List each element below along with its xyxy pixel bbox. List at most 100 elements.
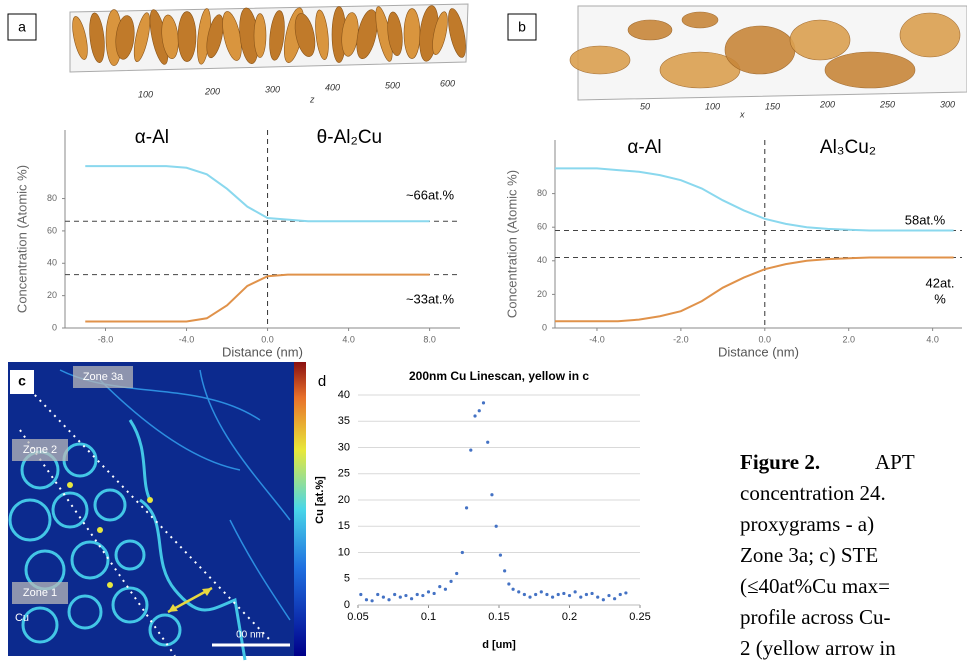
phase-label: Al₃Cu₂: [820, 137, 876, 158]
precipitate: [177, 11, 197, 62]
data-point: [432, 591, 436, 596]
x-tick-label: 0.0: [261, 334, 274, 344]
data-point: [477, 409, 481, 413]
data-point: [567, 593, 572, 598]
caption-line: Zone 3a; c) STE: [740, 543, 878, 567]
precipitate: [448, 8, 466, 58]
y-tick-label: 30: [338, 441, 350, 453]
data-point: [528, 595, 532, 599]
data-point: [601, 598, 605, 602]
annotation: %: [934, 291, 946, 306]
y-tick-label: 25: [338, 468, 350, 480]
data-point: [359, 592, 363, 597]
y-tick-label: 80: [537, 188, 547, 198]
data-point: [545, 592, 549, 597]
caption-line: (≤40at%Cu max=: [740, 574, 890, 598]
data-point: [449, 579, 453, 583]
precipitate: [899, 12, 961, 58]
caption-line: proxygrams - a): [740, 512, 874, 536]
precipitate: [387, 11, 403, 56]
image-axis-name: z: [309, 94, 315, 104]
image-axis-name: x: [739, 109, 745, 119]
data-point: [486, 440, 490, 444]
image-axis-label: 250: [879, 99, 895, 109]
image-axis-label: 100: [138, 89, 153, 99]
data-point: [556, 592, 560, 597]
x-tick-label: -4.0: [179, 334, 195, 344]
y-tick-label: 20: [537, 289, 547, 299]
x-tick-label: 4.0: [926, 334, 939, 344]
data-point: [517, 590, 521, 594]
data-point: [398, 595, 402, 599]
data-point: [624, 591, 628, 595]
data-point: [511, 587, 515, 591]
image-axis-label: 600: [440, 78, 455, 88]
zone-label: Zone 2: [23, 444, 57, 456]
y-tick-label: 60: [47, 225, 57, 235]
image-axis-label: 100: [705, 101, 720, 111]
data-point: [464, 506, 469, 510]
precipitate: [681, 11, 719, 29]
data-point: [573, 590, 577, 594]
caption-line: profile across Cu-: [740, 605, 890, 629]
y-tick-label: 0: [52, 322, 57, 332]
data-point: [596, 595, 600, 599]
y-tick-label: 80: [47, 193, 57, 203]
y-tick-label: 15: [338, 520, 350, 532]
precipitate: [89, 12, 105, 63]
y-axis-label: Concentration (Atomic %): [14, 165, 29, 313]
image-axis-label: 200: [819, 99, 835, 109]
data-point: [507, 582, 511, 586]
annotation: ~33at.%: [406, 291, 455, 306]
x-axis-label: Distance (nm): [222, 344, 303, 359]
data-point: [404, 593, 408, 598]
phase-label: α-Al: [135, 127, 169, 148]
y-axis-label: Concentration (Atomic %): [504, 170, 519, 318]
data-point: [438, 585, 442, 589]
data-point: [534, 592, 538, 597]
precipitate: [133, 12, 151, 62]
x-tick-label: 0.1: [421, 611, 436, 623]
phase-label: θ-Al₂Cu: [317, 127, 382, 148]
caption-line: concentration 24.: [740, 481, 886, 505]
data-point: [387, 598, 391, 602]
series-line: [555, 256, 954, 323]
panel-label: d: [318, 373, 326, 390]
y-tick-label: 35: [338, 415, 350, 427]
y-tick-label: 5: [344, 573, 350, 585]
data-point: [590, 591, 594, 596]
precipitate: [824, 51, 916, 89]
data-point: [503, 569, 507, 573]
data-point: [393, 592, 397, 597]
x-tick-label: 0.2: [562, 611, 577, 623]
data-point: [376, 592, 380, 597]
y-axis-label: Cu [at.%]: [314, 476, 326, 524]
precipitate: [627, 19, 673, 41]
data-point: [455, 571, 459, 576]
y-tick-label: 40: [338, 389, 350, 401]
apt-reconstruction-a: [69, 3, 469, 73]
image-axis-label: 300: [940, 99, 955, 109]
y-tick-label: 40: [47, 258, 57, 268]
panel-label: b: [518, 19, 526, 35]
data-point: [562, 591, 566, 596]
precipitate: [269, 10, 285, 61]
y-tick-label: 20: [47, 290, 57, 300]
data-point: [460, 550, 464, 555]
precipitate: [72, 16, 88, 60]
data-point: [494, 524, 498, 528]
panel-label: a: [18, 19, 26, 35]
zone-label: Zone 3a: [83, 371, 124, 383]
data-point: [364, 598, 369, 602]
x-tick-label: -8.0: [98, 334, 114, 344]
precipitate: [432, 11, 448, 56]
annotation: 58at.%: [905, 212, 946, 227]
data-point: [539, 590, 543, 594]
data-point: [415, 592, 419, 597]
annotation: 42at.: [926, 275, 955, 290]
panel-label-box: [7, 13, 37, 41]
stem-map: [8, 362, 306, 661]
data-point: [490, 493, 494, 497]
image-axis-label: 500: [385, 80, 400, 90]
